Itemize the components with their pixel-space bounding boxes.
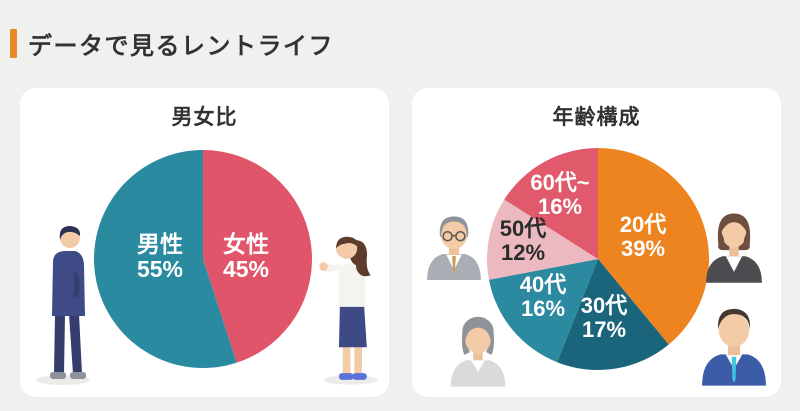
gender-ratio-card: 男女比 女性 45% 男性 55%	[20, 88, 389, 397]
pie-slice-30代	[557, 259, 669, 371]
age-composition-card: 年齢構成 20代 39% 30代 17% 40代 16% 50代 12% 60代~ 16%	[412, 88, 781, 397]
pie-label-60代~: 60代~ 16%	[530, 170, 589, 219]
pie-slice-40代	[488, 259, 598, 363]
young-man-illustration	[702, 308, 766, 386]
pie-label-30代: 30代 17%	[581, 293, 627, 342]
gender-chart-title: 男女比	[171, 106, 238, 129]
gender-pie-chart: 女性 45% 男性 55%	[94, 150, 313, 368]
pie-slice-男性	[94, 150, 237, 368]
young-woman-illustration	[706, 213, 762, 283]
older-woman-illustration	[450, 316, 506, 387]
pie-slice-20代	[598, 148, 709, 345]
older-man-illustration	[427, 216, 481, 281]
age-chart-title: 年齢構成	[552, 106, 641, 129]
page-header: データで見るレントライフ	[10, 10, 334, 77]
pie-slice-60代~	[504, 148, 598, 259]
pie-label-50代: 50代 12%	[500, 216, 546, 265]
standing-man-illustration	[36, 226, 90, 385]
pie-slice-女性	[203, 150, 313, 363]
age-pie-chart: 20代 39% 30代 17% 40代 16% 50代 12%60代~ 16%	[487, 148, 709, 371]
page-title: データで見るレントライフ	[28, 33, 334, 61]
pie-label-40代: 40代 16%	[520, 272, 566, 321]
accent-bar	[10, 29, 17, 59]
pie-label-20代: 20代 39%	[620, 212, 666, 261]
standing-woman-illustration	[319, 236, 378, 385]
pie-label-男性: 男性 55%	[137, 231, 183, 282]
pie-slice-50代	[487, 199, 598, 280]
pie-label-女性: 女性 45%	[223, 231, 269, 282]
